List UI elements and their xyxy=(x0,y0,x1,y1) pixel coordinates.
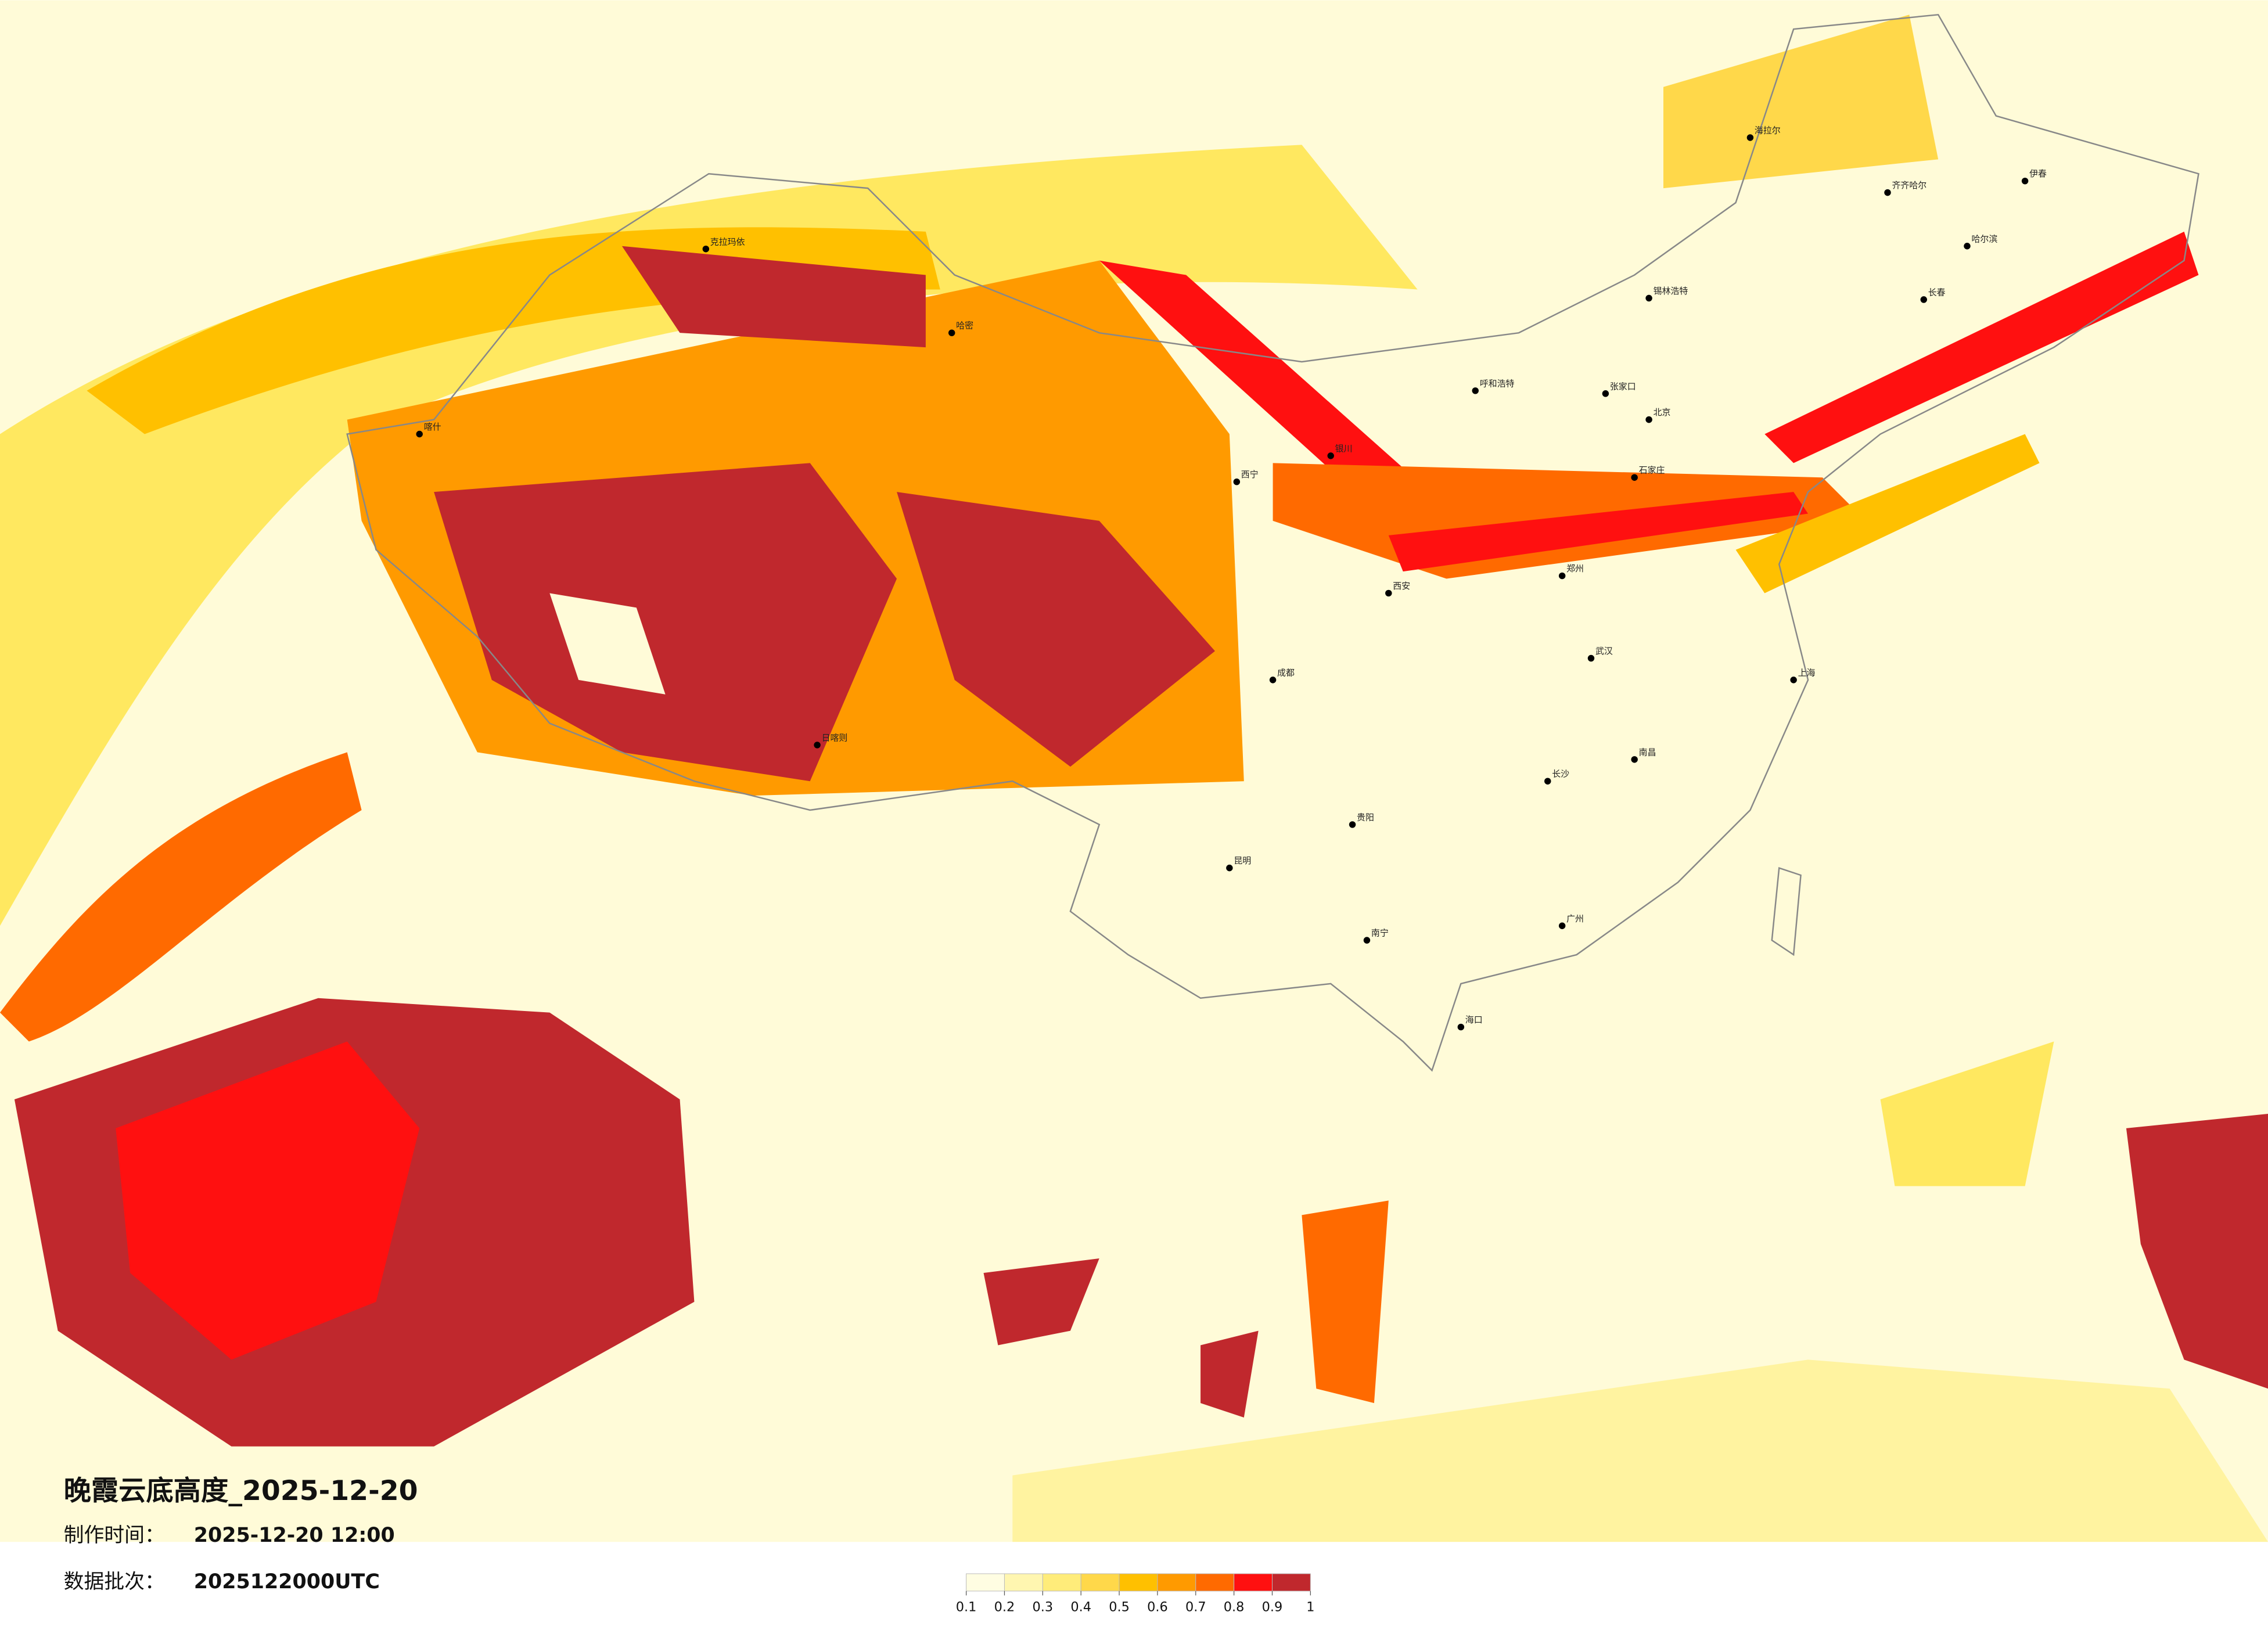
city-label: 齐齐哈尔 xyxy=(1892,180,1926,190)
city-dot xyxy=(1363,937,1371,944)
city-label: 昆明 xyxy=(1234,855,1251,866)
city-label: 日喀则 xyxy=(822,732,848,743)
country-border xyxy=(346,13,2199,1072)
city-dot xyxy=(1472,387,1479,394)
city-dot xyxy=(1645,416,1652,423)
city-label: 贵阳 xyxy=(1357,812,1374,822)
city-dot xyxy=(1631,756,1638,763)
city-dot xyxy=(1558,922,1566,929)
colorbar-tick-label: 0.2 xyxy=(994,1600,1015,1615)
city-dot xyxy=(1233,478,1241,485)
city-label: 武汉 xyxy=(1595,646,1613,656)
made-label: 制作时间： xyxy=(64,1524,165,1547)
city-dot xyxy=(1631,474,1638,481)
city-label: 长沙 xyxy=(1552,769,1569,779)
city-dot xyxy=(1587,654,1595,662)
colorbar-tick-label: 0.3 xyxy=(1033,1600,1054,1615)
map-title: 晚霞云底高度_2025-12-20 xyxy=(64,1475,418,1507)
city-dot xyxy=(1602,390,1609,397)
city-dot xyxy=(1645,294,1652,302)
city-label: 伊春 xyxy=(2029,168,2047,179)
city-dot xyxy=(1226,864,1233,872)
city-dot xyxy=(948,329,955,336)
city-dot xyxy=(1920,296,1928,303)
batch-label: 数据批次： xyxy=(64,1570,165,1593)
city-dot xyxy=(1349,821,1356,828)
city-label: 成都 xyxy=(1277,667,1295,678)
city-label: 哈密 xyxy=(956,321,973,331)
colorbar-box xyxy=(1080,1573,1120,1592)
city-label: 海拉尔 xyxy=(1755,125,1781,135)
city-label: 哈尔滨 xyxy=(1971,233,1997,244)
city-label: 郑州 xyxy=(1566,563,1584,574)
city-label: 西宁 xyxy=(1241,469,1259,480)
colorbar-tick-label: 0.6 xyxy=(1147,1600,1168,1615)
city-label: 南宁 xyxy=(1371,928,1389,938)
city-dot xyxy=(1964,243,1971,250)
colorbar-box xyxy=(1195,1573,1235,1592)
colorbar-box xyxy=(1042,1573,1081,1592)
city-dot xyxy=(1790,677,1797,684)
city-dot xyxy=(1327,452,1334,459)
colorbar-box xyxy=(1234,1573,1273,1592)
city-label: 北京 xyxy=(1654,407,1671,418)
city-dot xyxy=(1884,189,1891,196)
city-dot xyxy=(702,246,710,253)
colorbar-tick-label: 1 xyxy=(1306,1600,1314,1615)
taiwan-border xyxy=(1771,866,1802,956)
city-dot xyxy=(814,742,821,749)
colorbar-tick-label: 0.1 xyxy=(956,1600,977,1615)
colorbar-box xyxy=(966,1573,1005,1592)
city-label: 海口 xyxy=(1465,1015,1483,1025)
city-label: 克拉玛依 xyxy=(710,236,745,247)
colorbar-tick-label: 0.4 xyxy=(1070,1600,1091,1615)
colorbar-box xyxy=(1157,1573,1196,1592)
batch: 2025122000UTC xyxy=(194,1570,380,1593)
city-dot xyxy=(416,430,423,438)
city-dot xyxy=(1457,1023,1465,1031)
colorbar-box xyxy=(1004,1573,1043,1592)
city-dot xyxy=(1544,778,1551,785)
colorbar-tick-label: 0.9 xyxy=(1262,1600,1283,1615)
city-label: 锡林浩特 xyxy=(1654,286,1688,296)
colorbar-tick-label: 0.5 xyxy=(1109,1600,1130,1615)
city-label: 呼和浩特 xyxy=(1480,378,1515,388)
city-dot xyxy=(2021,177,2029,185)
city-label: 银川 xyxy=(1335,443,1353,454)
city-dot xyxy=(1558,572,1566,580)
city-label: 西安 xyxy=(1393,581,1410,591)
city-label: 广州 xyxy=(1566,913,1584,924)
made-time: 2025-12-20 12:00 xyxy=(194,1524,395,1547)
colorbar: 0.1 0.2 0.3 0.4 0.5 0.6 0.7 0.8 0.9 1 xyxy=(956,1573,1314,1615)
city-dot xyxy=(1385,589,1392,597)
colorbar-box xyxy=(1119,1573,1158,1592)
city-label: 长春 xyxy=(1928,287,1946,297)
colorbar-tick-label: 0.7 xyxy=(1185,1600,1206,1615)
city-dot xyxy=(1269,677,1277,684)
city-label: 喀什 xyxy=(424,422,441,432)
city-label: 张家口 xyxy=(1610,381,1636,391)
city-label: 南昌 xyxy=(1639,747,1656,757)
colorbar-box xyxy=(1271,1573,1311,1592)
city-label: 上海 xyxy=(1798,667,1816,678)
cloud-field xyxy=(0,15,2268,1542)
city-label: 石家庄 xyxy=(1639,465,1665,476)
city-dot xyxy=(1746,134,1754,141)
colorbar-tick-label: 0.8 xyxy=(1224,1600,1245,1615)
